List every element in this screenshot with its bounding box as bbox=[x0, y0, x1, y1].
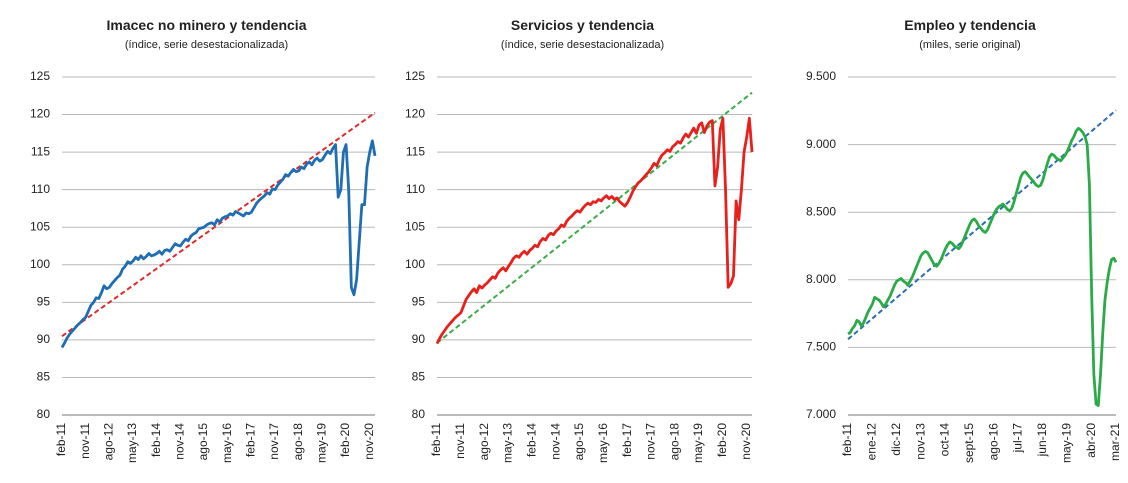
y-tick-label: 8.000 bbox=[806, 272, 836, 286]
x-tick-label: feb-14 bbox=[524, 423, 538, 457]
data-line bbox=[848, 128, 1116, 405]
chart-panel: Servicios y tendencia (índice, serie dese… bbox=[405, 17, 753, 463]
x-tick-label: nov-14 bbox=[548, 423, 562, 460]
x-tick-label: nov-11 bbox=[78, 423, 92, 459]
x-tick-label: ene-12 bbox=[865, 423, 879, 461]
chart-title: Empleo y tendencia bbox=[904, 17, 1036, 33]
x-tick-label: feb-17 bbox=[620, 423, 634, 457]
x-tick-label: may-13 bbox=[501, 423, 515, 463]
charts: Imacec no minero y tendencia (índice, ser… bbox=[0, 0, 1128, 478]
y-tick-label: 8.500 bbox=[806, 204, 836, 218]
y-tick-label: 9.500 bbox=[806, 69, 836, 83]
x-tick-label: may-16 bbox=[220, 423, 234, 463]
x-tick-label: mar-21 bbox=[1108, 423, 1122, 461]
y-tick-label: 9.000 bbox=[806, 137, 836, 151]
chart-subtitle: (miles, serie original) bbox=[919, 39, 1020, 51]
y-tick-label: 100 bbox=[405, 257, 425, 271]
y-tick-label: 105 bbox=[405, 219, 425, 233]
y-tick-label: 80 bbox=[37, 407, 51, 421]
chart-title: Servicios y tendencia bbox=[511, 17, 654, 33]
x-tick-label: feb-17 bbox=[244, 423, 258, 457]
x-tick-label: feb-20 bbox=[715, 423, 729, 457]
x-tick-label: ago-15 bbox=[196, 423, 210, 461]
data-line bbox=[62, 141, 375, 348]
y-tick-label: 115 bbox=[406, 144, 425, 158]
x-tick-label: feb-11 bbox=[54, 423, 68, 456]
chart-panel: Empleo y tendencia (miles, serie original… bbox=[806, 17, 1122, 463]
x-tick-label: may-13 bbox=[125, 423, 139, 463]
x-tick-label: may-19 bbox=[315, 423, 329, 463]
x-tick-label: may-16 bbox=[596, 423, 610, 463]
y-tick-label: 125 bbox=[405, 69, 425, 83]
x-tick-label: ago-18 bbox=[667, 423, 681, 461]
y-tick-label: 95 bbox=[37, 295, 51, 309]
x-tick-label: ago-12 bbox=[477, 423, 491, 461]
x-tick-label: feb-11 bbox=[840, 423, 854, 456]
y-tick-label: 115 bbox=[31, 144, 50, 158]
x-tick-label: jul-17 bbox=[1011, 423, 1025, 454]
chart-panel: Imacec no minero y tendencia (índice, ser… bbox=[30, 17, 376, 463]
x-tick-label: sept-15 bbox=[962, 423, 976, 463]
y-tick-label: 105 bbox=[30, 219, 50, 233]
x-tick-label: nov-17 bbox=[644, 423, 658, 460]
x-tick-label: nov-13 bbox=[913, 423, 927, 460]
y-tick-label: 100 bbox=[30, 257, 50, 271]
y-tick-label: 90 bbox=[37, 332, 51, 346]
y-tick-label: 120 bbox=[405, 107, 425, 121]
chart-subtitle: (índice, serie desestacionalizada) bbox=[125, 39, 288, 51]
x-tick-label: nov-20 bbox=[362, 423, 376, 460]
y-tick-label: 7.500 bbox=[806, 340, 836, 354]
y-tick-label: 85 bbox=[37, 370, 51, 384]
x-tick-label: oct-14 bbox=[938, 423, 952, 457]
x-tick-label: may-19 bbox=[1059, 423, 1073, 463]
y-tick-label: 110 bbox=[31, 182, 50, 196]
x-tick-label: dic-12 bbox=[889, 423, 903, 456]
chart-title: Imacec no minero y tendencia bbox=[107, 17, 307, 33]
x-tick-label: feb-14 bbox=[149, 423, 163, 457]
y-tick-label: 110 bbox=[406, 182, 425, 196]
x-tick-label: abr-20 bbox=[1084, 423, 1098, 458]
chart-subtitle: (índice, serie desestacionalizada) bbox=[501, 39, 664, 51]
x-tick-label: nov-14 bbox=[173, 423, 187, 460]
page: Imacec no minero y tendencia (índice, ser… bbox=[0, 0, 1128, 478]
y-tick-label: 95 bbox=[412, 295, 426, 309]
y-tick-label: 90 bbox=[412, 332, 426, 346]
x-tick-label: ago-18 bbox=[291, 423, 305, 461]
x-tick-label: ago-12 bbox=[102, 423, 116, 461]
x-tick-label: ago-16 bbox=[986, 423, 1000, 461]
x-tick-label: nov-20 bbox=[739, 423, 753, 460]
y-tick-label: 120 bbox=[30, 107, 50, 121]
x-tick-label: nov-17 bbox=[267, 423, 281, 460]
y-tick-label: 85 bbox=[412, 370, 426, 384]
y-tick-label: 125 bbox=[30, 69, 50, 83]
x-tick-label: ago-15 bbox=[572, 423, 586, 461]
x-tick-label: feb-20 bbox=[338, 423, 352, 457]
x-tick-label: nov-11 bbox=[453, 423, 467, 459]
x-tick-label: jun-18 bbox=[1035, 423, 1049, 458]
y-tick-label: 80 bbox=[412, 407, 426, 421]
y-tick-label: 7.000 bbox=[806, 407, 836, 421]
x-tick-label: feb-11 bbox=[429, 423, 443, 456]
x-tick-label: may-19 bbox=[691, 423, 705, 463]
